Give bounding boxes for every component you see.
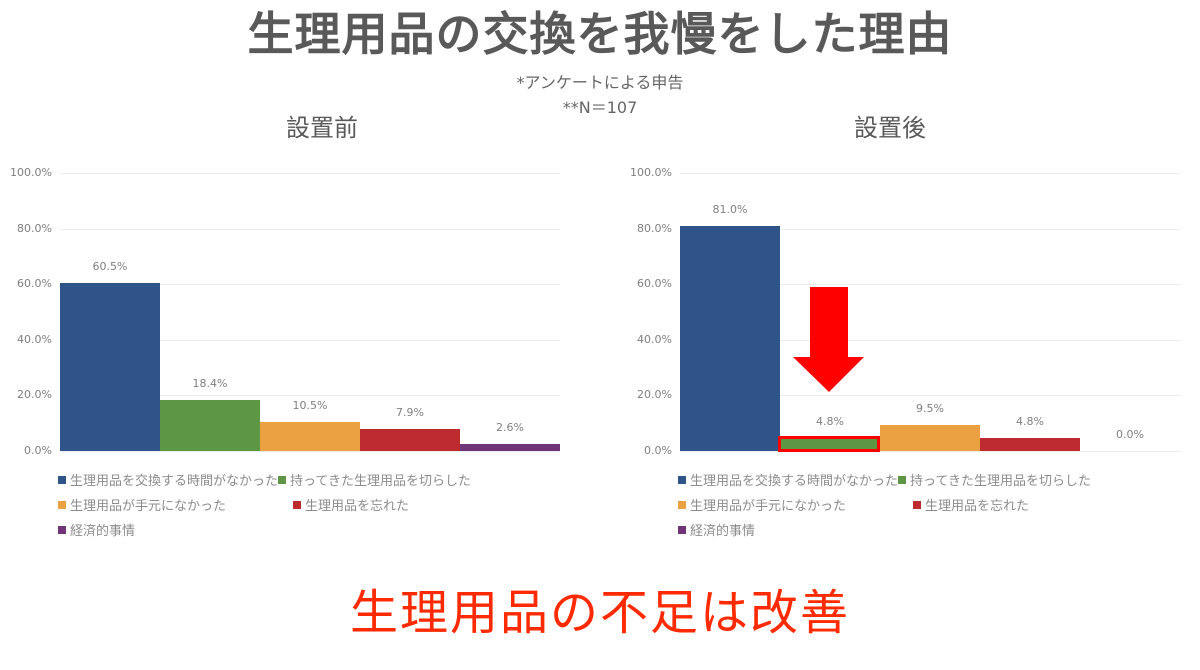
value-label: 81.0%: [712, 202, 748, 216]
legend-item: 経済的事情: [58, 520, 135, 539]
legend-item: 生理用品を交換する時間がなかった: [58, 470, 278, 489]
gridline: [60, 228, 560, 230]
legend-swatch: [58, 500, 66, 509]
bar: [460, 443, 560, 451]
main-title: 生理用品の交換を我慢をした理由: [247, 7, 953, 61]
y-tick-label: 0.0%: [644, 444, 672, 457]
value-label: 0.0%: [1116, 428, 1144, 441]
gridline: [60, 451, 560, 452]
legend-label: 経済的事情: [690, 524, 756, 539]
y-tick-label: 0.0%: [24, 444, 52, 457]
value-label: 2.6%: [496, 420, 524, 434]
legend-label: 生理用品を忘れた: [305, 499, 410, 514]
gridline: [680, 173, 1180, 174]
y-tick-label: 20.0%: [637, 388, 672, 402]
value-label: 4.8%: [1016, 414, 1044, 428]
legend-swatch: [278, 475, 286, 484]
legend-swatch: [58, 475, 66, 484]
y-tick-label: 60.0%: [17, 277, 52, 291]
y-tick-label: 80.0%: [637, 221, 672, 235]
legend-label: 持ってきた生理用品を切らした: [910, 474, 1091, 489]
legend-label: 経済的事情: [70, 524, 136, 539]
bar: [880, 424, 980, 451]
bar: [680, 225, 780, 451]
legend-label: 持ってきた生理用品を切らした: [290, 474, 471, 489]
value-label: 10.5%: [292, 398, 328, 412]
legend-item: 生理用品が手元になかった: [58, 495, 226, 514]
value-label: 7.9%: [396, 406, 424, 420]
legend-swatch: [913, 500, 921, 509]
gridline: [60, 395, 560, 397]
bar: [780, 437, 880, 451]
legend-label: 生理用品を交換する時間がなかった: [70, 474, 279, 489]
bar: [160, 399, 260, 451]
bar: [60, 282, 160, 451]
y-tick-label: 100.0%: [10, 166, 52, 179]
gridline: [60, 339, 560, 341]
value-label: 9.5%: [916, 401, 944, 415]
value-label: 18.4%: [192, 376, 228, 390]
sample-size-note: **N＝107: [562, 98, 638, 117]
legend-item: 生理用品が手元になかった: [678, 495, 846, 514]
gridline: [680, 395, 1180, 397]
gridline: [60, 284, 560, 286]
y-tick-label: 80.0%: [17, 221, 52, 235]
legend-label: 生理用品を忘れた: [925, 499, 1030, 514]
legend-swatch: [678, 500, 686, 509]
legend-label: 生理用品が手元になかった: [690, 499, 847, 514]
gridline: [60, 173, 560, 174]
value-label: 60.5%: [92, 259, 128, 273]
value-label: 4.8%: [816, 414, 844, 428]
down-arrow-icon: [793, 287, 864, 392]
y-tick-label: 20.0%: [17, 388, 52, 402]
legend-item: 生理用品を忘れた: [913, 495, 1029, 514]
conclusion-text: 生理用品の不足は改善: [349, 585, 850, 641]
survey-note: *アンケートによる申告: [516, 73, 684, 92]
bar: [360, 429, 460, 451]
panel-title-after: 設置後: [854, 114, 926, 142]
y-tick-label: 100.0%: [630, 166, 672, 179]
legend-item: 生理用品を忘れた: [293, 495, 409, 514]
gridline: [680, 228, 1180, 230]
legend-label: 生理用品が手元になかった: [70, 499, 227, 514]
legend-item: 持ってきた生理用品を切らした: [898, 470, 1091, 489]
bar: [260, 421, 360, 451]
legend-swatch: [678, 525, 686, 534]
legend-swatch: [293, 500, 301, 509]
gridline: [680, 339, 1180, 341]
legend-item: 生理用品を交換する時間がなかった: [678, 470, 898, 489]
legend-swatch: [898, 475, 906, 484]
y-tick-label: 40.0%: [637, 332, 672, 346]
legend-item: 経済的事情: [678, 520, 755, 539]
gridline: [680, 284, 1180, 286]
y-tick-label: 60.0%: [637, 277, 672, 291]
bar: [980, 437, 1080, 451]
gridline: [680, 451, 1180, 452]
y-tick-label: 40.0%: [17, 332, 52, 346]
legend-swatch: [58, 525, 66, 534]
legend-item: 持ってきた生理用品を切らした: [278, 470, 471, 489]
highlight-box: [778, 436, 880, 452]
legend-swatch: [678, 475, 686, 484]
panel-title-before: 設置前: [286, 114, 358, 142]
legend-label: 生理用品を交換する時間がなかった: [690, 474, 899, 489]
